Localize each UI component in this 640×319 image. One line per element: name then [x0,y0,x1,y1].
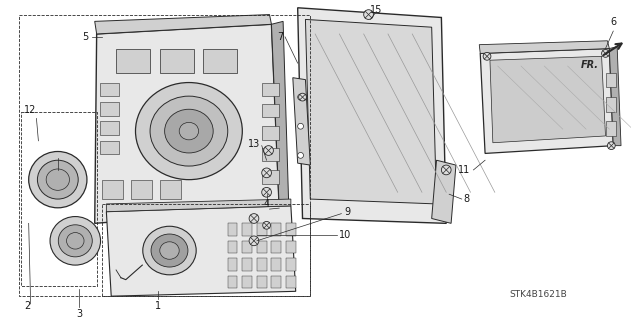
Circle shape [298,152,303,158]
Polygon shape [286,223,296,236]
Circle shape [298,94,303,100]
Polygon shape [106,206,296,296]
Polygon shape [480,48,613,153]
Circle shape [364,10,373,19]
Polygon shape [298,8,446,223]
Ellipse shape [150,96,228,166]
Circle shape [298,123,303,129]
Ellipse shape [143,226,196,275]
Text: STK4B1621B: STK4B1621B [509,290,568,299]
Text: 15: 15 [370,5,383,15]
Ellipse shape [37,160,78,199]
Text: 10: 10 [339,230,351,240]
Polygon shape [286,258,296,271]
Polygon shape [228,223,237,236]
Polygon shape [102,180,123,199]
Polygon shape [262,104,279,117]
Polygon shape [257,258,267,271]
Ellipse shape [46,169,70,190]
Circle shape [262,188,271,197]
Polygon shape [95,15,271,34]
Polygon shape [262,148,279,161]
Ellipse shape [67,233,84,249]
Polygon shape [160,48,194,73]
Ellipse shape [29,152,87,208]
Polygon shape [204,48,237,73]
Polygon shape [243,223,252,236]
Polygon shape [271,276,281,288]
Circle shape [264,146,273,155]
Polygon shape [257,276,267,288]
Polygon shape [271,258,281,271]
Polygon shape [607,122,616,136]
Text: 3: 3 [76,309,82,319]
Polygon shape [228,241,237,254]
Text: 2: 2 [24,301,30,311]
Text: 4: 4 [264,199,269,209]
Text: 1: 1 [155,301,161,311]
Polygon shape [228,258,237,271]
Polygon shape [116,48,150,73]
Ellipse shape [164,109,213,153]
Polygon shape [228,276,237,288]
Text: 12: 12 [24,105,36,115]
Ellipse shape [136,83,243,180]
Text: 11: 11 [458,165,470,175]
Polygon shape [262,126,279,140]
Circle shape [249,214,259,223]
Polygon shape [243,276,252,288]
Circle shape [607,142,615,150]
Polygon shape [106,199,291,212]
Circle shape [602,49,609,57]
Circle shape [262,168,271,178]
Ellipse shape [50,217,100,265]
Circle shape [483,52,491,60]
Polygon shape [286,241,296,254]
Polygon shape [305,19,436,204]
Text: FR.: FR. [580,60,598,70]
Ellipse shape [179,122,198,140]
Text: 8: 8 [464,194,470,204]
Text: 5: 5 [83,32,89,42]
Polygon shape [607,73,616,87]
Circle shape [442,165,451,175]
Circle shape [262,221,271,229]
Circle shape [299,93,307,101]
Ellipse shape [160,242,179,259]
Polygon shape [293,78,310,165]
Polygon shape [100,122,119,135]
Polygon shape [271,223,281,236]
Text: 6: 6 [610,17,616,27]
Polygon shape [100,141,119,154]
Polygon shape [160,180,181,199]
Polygon shape [95,24,279,223]
Polygon shape [490,56,605,143]
Polygon shape [431,160,456,223]
Ellipse shape [58,225,92,257]
Ellipse shape [151,234,188,267]
Polygon shape [262,170,279,183]
Polygon shape [286,276,296,288]
Polygon shape [100,102,119,115]
Polygon shape [243,258,252,271]
Polygon shape [271,241,281,254]
Polygon shape [262,83,279,96]
Text: 7: 7 [277,32,283,42]
Polygon shape [271,21,289,212]
Polygon shape [100,83,119,96]
Polygon shape [607,97,616,112]
Polygon shape [479,41,609,53]
Polygon shape [257,223,267,236]
Text: 9: 9 [344,207,351,217]
Text: 13: 13 [248,139,260,149]
Polygon shape [131,180,152,199]
Polygon shape [257,241,267,254]
Polygon shape [609,47,621,146]
Polygon shape [243,241,252,254]
Circle shape [249,236,259,246]
